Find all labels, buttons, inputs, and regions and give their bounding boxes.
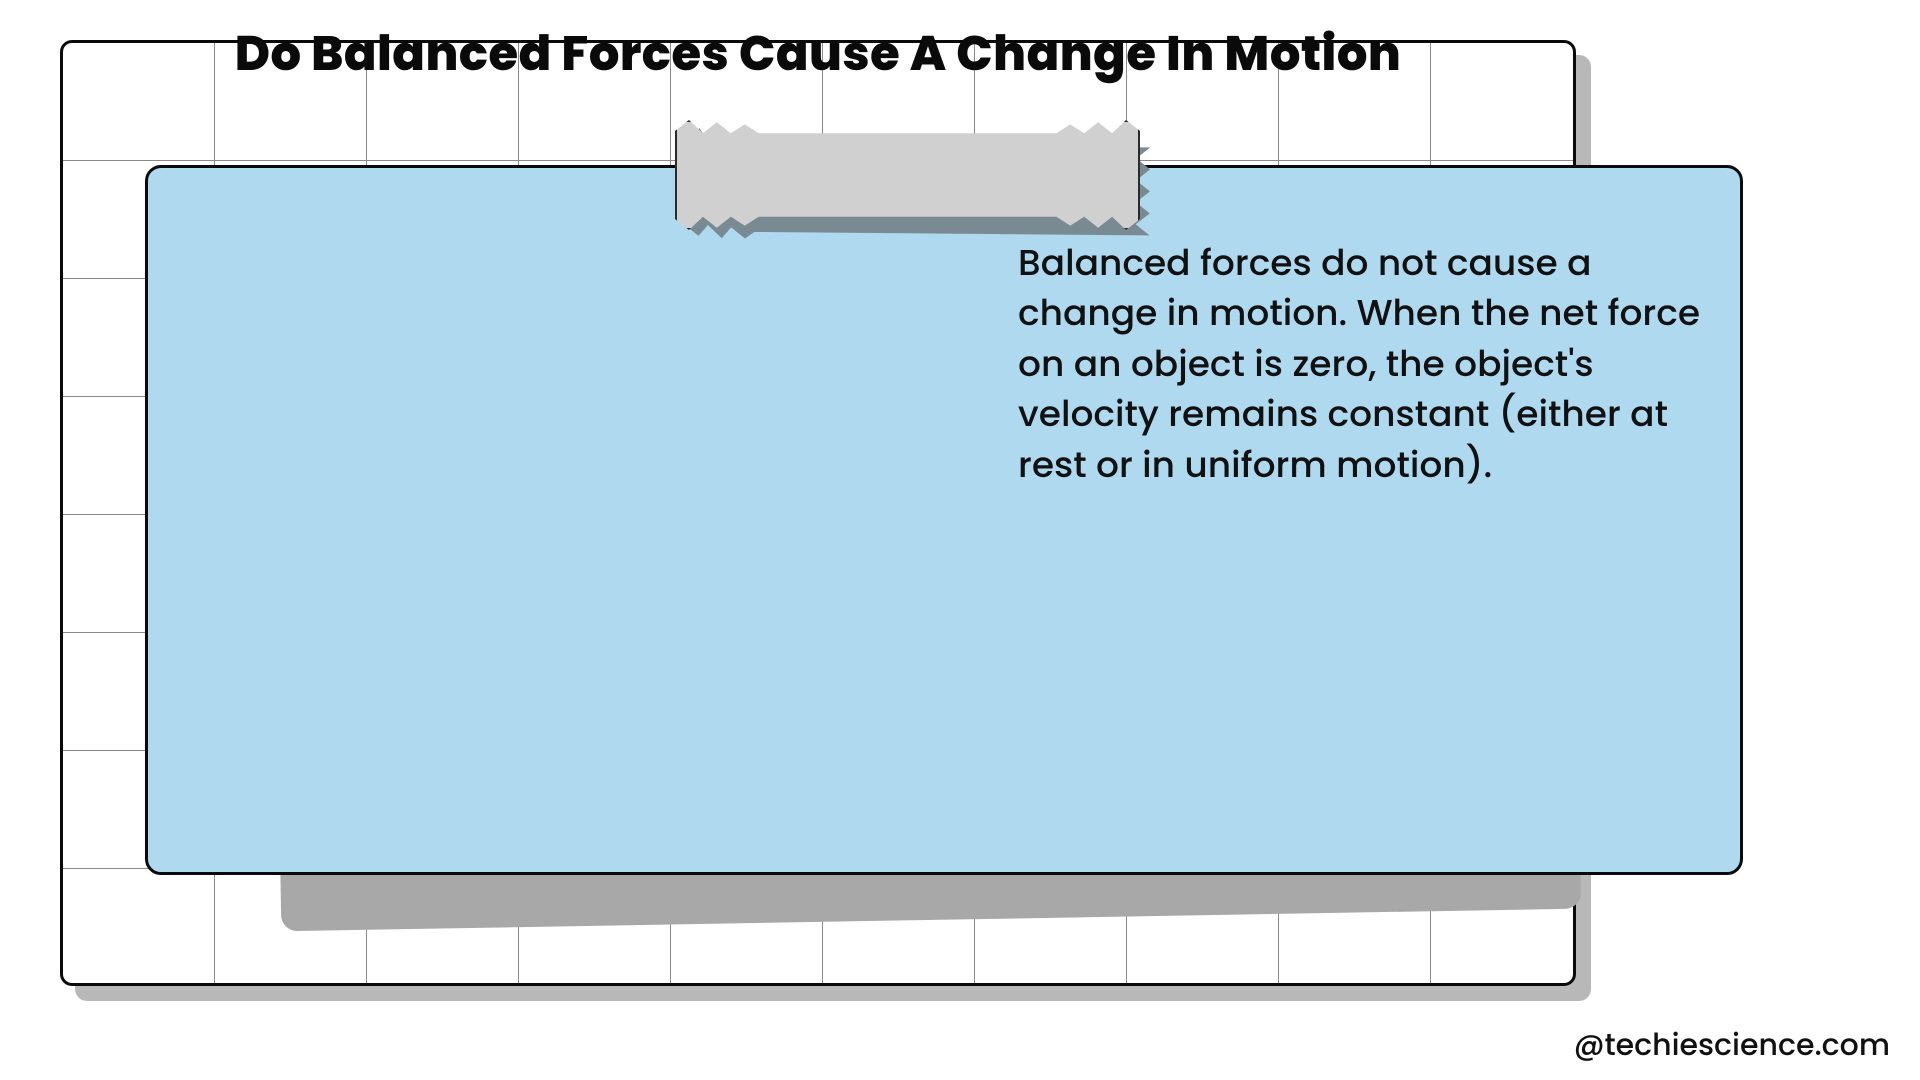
attribution-text: @techiescience.com bbox=[1574, 1022, 1890, 1068]
info-card-text: Balanced forces do not cause a change in… bbox=[1018, 238, 1718, 490]
info-card: Balanced forces do not cause a change in… bbox=[145, 165, 1743, 875]
tape-icon bbox=[675, 120, 1140, 230]
page-title: Do Balanced Forces Cause A Change In Mot… bbox=[60, 18, 1576, 90]
